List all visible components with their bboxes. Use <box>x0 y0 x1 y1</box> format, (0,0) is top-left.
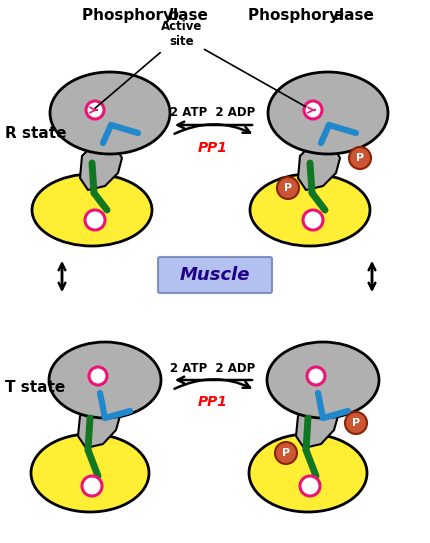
Ellipse shape <box>31 434 149 512</box>
Circle shape <box>276 177 298 199</box>
Ellipse shape <box>267 72 387 154</box>
Polygon shape <box>80 143 122 190</box>
Circle shape <box>344 412 366 434</box>
Circle shape <box>85 210 105 230</box>
Circle shape <box>86 101 104 119</box>
Ellipse shape <box>249 434 366 512</box>
Polygon shape <box>297 143 339 190</box>
Polygon shape <box>295 403 337 448</box>
Circle shape <box>274 442 296 464</box>
Text: P: P <box>283 183 292 193</box>
Polygon shape <box>78 403 120 448</box>
Circle shape <box>302 210 322 230</box>
Text: PP1: PP1 <box>198 395 227 409</box>
Ellipse shape <box>32 174 152 246</box>
Ellipse shape <box>49 342 161 418</box>
Text: PP1: PP1 <box>198 141 227 155</box>
Text: P: P <box>281 448 289 458</box>
Text: a: a <box>333 8 344 23</box>
Text: Muscle: Muscle <box>179 266 250 284</box>
FancyBboxPatch shape <box>158 257 271 293</box>
Circle shape <box>299 476 319 496</box>
Text: R state: R state <box>5 125 66 141</box>
Text: 2 ATP  2 ADP: 2 ATP 2 ADP <box>170 105 255 118</box>
Circle shape <box>82 476 102 496</box>
Text: Active
site: Active site <box>95 20 202 108</box>
Circle shape <box>348 147 370 169</box>
Ellipse shape <box>266 342 378 418</box>
Circle shape <box>303 101 321 119</box>
Text: b: b <box>168 8 178 23</box>
Text: Phosphorylase: Phosphorylase <box>247 8 378 23</box>
Text: P: P <box>355 153 363 163</box>
Text: 2 ATP  2 ADP: 2 ATP 2 ADP <box>170 362 255 375</box>
Text: P: P <box>351 418 359 428</box>
Circle shape <box>306 367 324 385</box>
Text: T state: T state <box>5 381 65 395</box>
Ellipse shape <box>249 174 369 246</box>
Text: Phosphorylase: Phosphorylase <box>82 8 212 23</box>
Circle shape <box>89 367 107 385</box>
Ellipse shape <box>50 72 169 154</box>
